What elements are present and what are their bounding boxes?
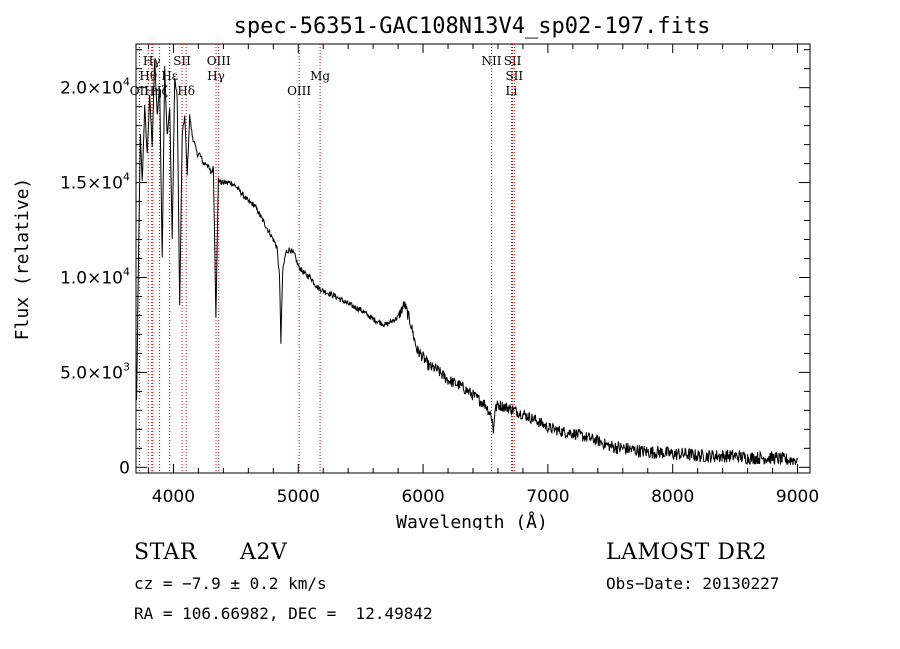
x-tick-label: 4000 [152, 487, 195, 507]
line-label: SII [505, 69, 523, 83]
y-tick-label: 1.0×104 [60, 265, 130, 288]
x-tick-label: 6000 [401, 487, 444, 507]
line-label: SII [504, 54, 522, 68]
x-tick-label: 9000 [776, 487, 819, 507]
line-label: Hγ [143, 54, 161, 68]
line-label: SII [173, 54, 191, 68]
line-label: Mg [310, 69, 330, 83]
line-label: Hδ [177, 84, 195, 98]
line-label: Hγ [207, 69, 225, 83]
plot-frame [135, 43, 811, 474]
object-class: STAR [134, 540, 197, 565]
x-tick-label: 5000 [277, 487, 320, 507]
spectrum-line [136, 59, 798, 466]
object-subclass: A2V [240, 540, 288, 565]
line-label: OIII [287, 84, 311, 98]
x-tick-label: 7000 [526, 487, 569, 507]
y-tick-label: 2.0×104 [60, 76, 130, 99]
x-tick-label: 8000 [651, 487, 694, 507]
line-label: OIII [207, 54, 231, 68]
x-axis-label: Wavelength (Å) [396, 511, 548, 530]
y-tick-label: 1.5×104 [60, 171, 130, 194]
line-label: Hθ [139, 69, 157, 83]
spectrum-chart: spec-56351-GAC108N13V4_sp02-197.fits Wav… [12, 14, 819, 530]
coordinates: RA = 106.66982, DEC = 12.49842 [134, 604, 433, 623]
y-tick-label: 0 [119, 458, 130, 478]
obs-date: Obs−Date: 20130227 [606, 574, 780, 593]
line-label: OII [130, 84, 150, 98]
line-label: NII [481, 54, 501, 68]
chart-title: spec-56351-GAC108N13V4_sp02-197.fits [234, 14, 711, 39]
axis-ticks: 4000 5000 6000 7000 8000 9000 0 5.0×103 1.0×104 1… [60, 44, 819, 507]
line-label: Li [506, 84, 518, 98]
survey-name: LAMOST DR2 [606, 540, 767, 565]
line-label: Hη [144, 84, 162, 98]
y-tick-label: 5.0×103 [60, 360, 130, 383]
y-axis-label: Flux (relative) [12, 178, 33, 341]
redshift-cz: cz = −7.9 ± 0.2 km/s [134, 574, 327, 593]
